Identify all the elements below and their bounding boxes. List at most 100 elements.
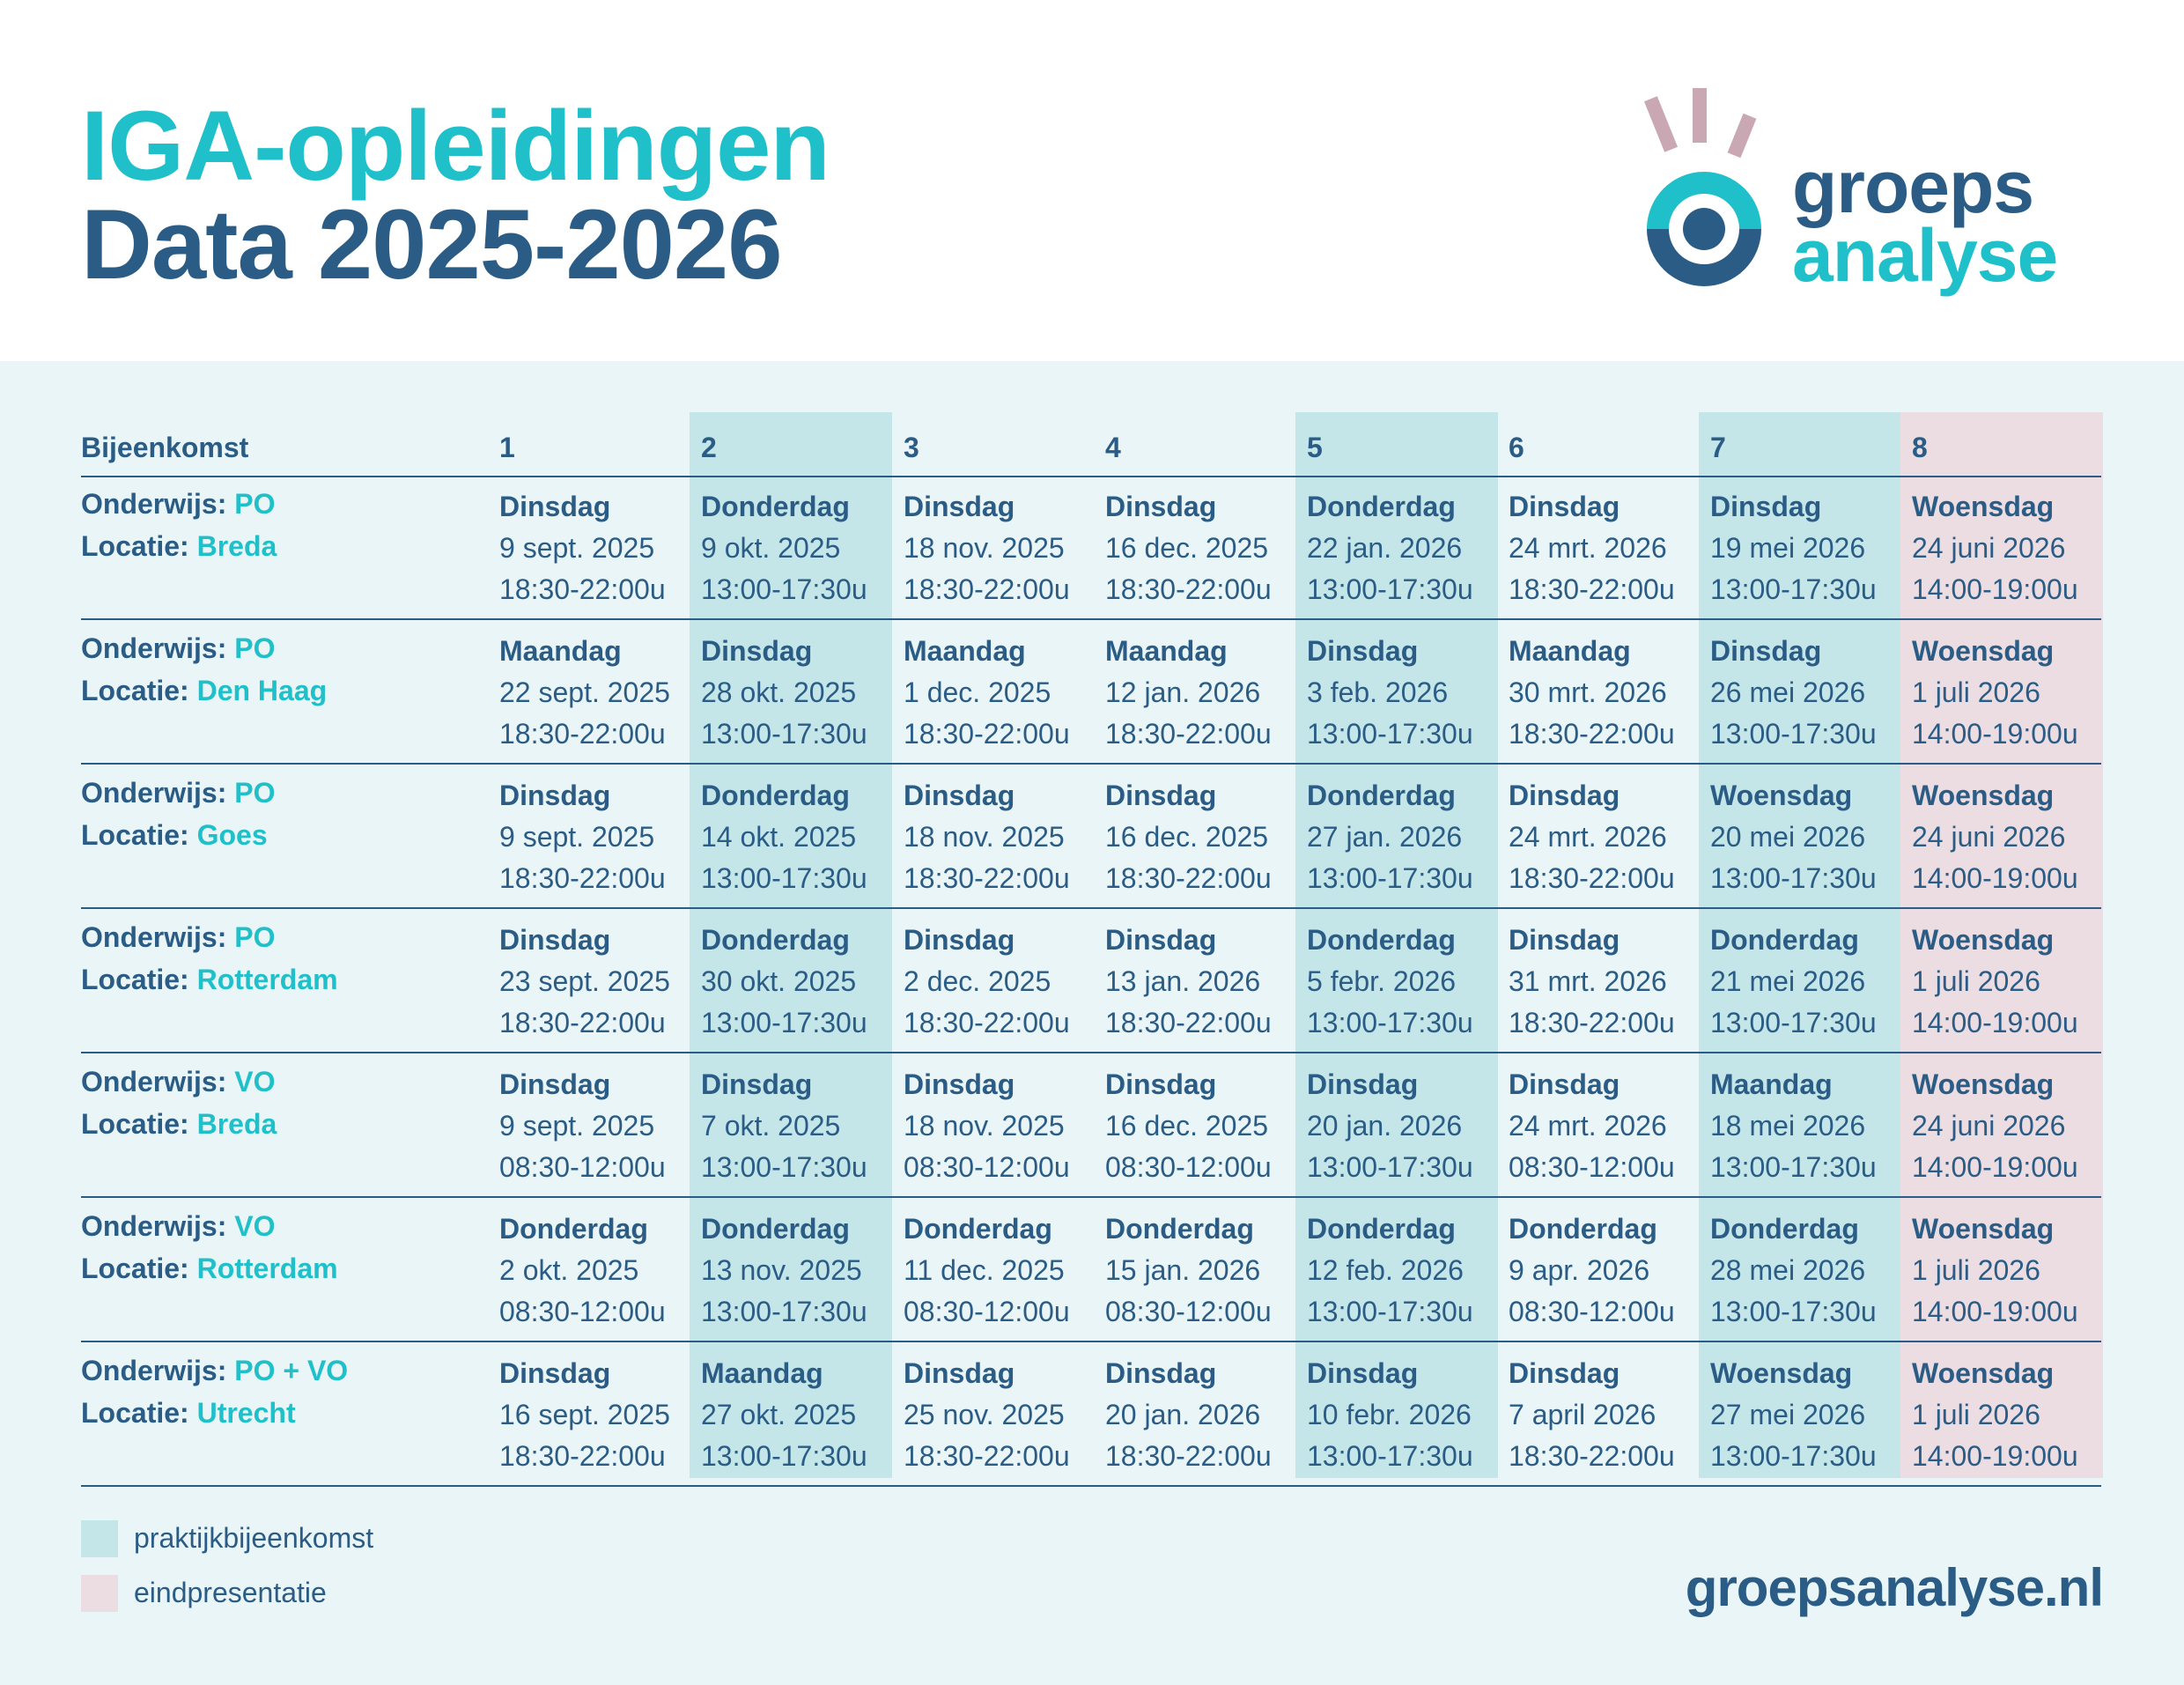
header-col-7: 7: [1710, 432, 1726, 463]
session-time: 08:30-12:00u: [499, 1151, 666, 1183]
session-cell: Dinsdag 7 okt. 2025 13:00-17:30u: [701, 1064, 900, 1188]
session-day: Donderdag: [1710, 1213, 1859, 1245]
session-date: 13 jan. 2026: [1105, 965, 1261, 997]
session-time: 13:00-17:30u: [701, 862, 867, 894]
session-day: Dinsdag: [499, 491, 611, 522]
session-day: Woensdag: [1912, 1068, 2055, 1100]
session-time: 18:30-22:00u: [904, 862, 1070, 894]
session-time: 13:00-17:30u: [701, 1151, 867, 1183]
session-time: 18:30-22:00u: [499, 1007, 666, 1038]
session-time: 13:00-17:30u: [1710, 862, 1877, 894]
session-day: Maandag: [701, 1357, 823, 1389]
session-time: 13:00-17:30u: [1710, 573, 1877, 605]
session-date: 12 jan. 2026: [1105, 676, 1261, 708]
session-cell: Dinsdag 7 april 2026 18:30-22:00u: [1509, 1353, 1708, 1477]
session-time: 13:00-17:30u: [1710, 1440, 1877, 1472]
session-date: 12 feb. 2026: [1307, 1254, 1464, 1286]
session-time: 14:00-19:00u: [1912, 1151, 2078, 1183]
header-col-2: 2: [701, 432, 717, 463]
session-time: 13:00-17:30u: [701, 573, 867, 605]
session-time: 13:00-17:30u: [1710, 1007, 1877, 1038]
row-label-locatie: Locatie: Rotterdam: [81, 1253, 338, 1285]
row-label-onderwijs: Onderwijs: VO: [81, 1066, 275, 1098]
locatie-value: Goes: [196, 819, 268, 851]
session-day: Donderdag: [1307, 491, 1456, 522]
session-time: 14:00-19:00u: [1912, 573, 2078, 605]
session-date: 24 juni 2026: [1912, 821, 2066, 853]
groepsanalyse-logo: groeps analyse: [1638, 88, 2131, 299]
session-time: 14:00-19:00u: [1912, 1007, 2078, 1038]
session-date: 31 mrt. 2026: [1509, 965, 1667, 997]
session-day: Dinsdag: [499, 780, 611, 811]
session-cell: Dinsdag 18 nov. 2025 18:30-22:00u: [904, 486, 1103, 610]
session-time: 18:30-22:00u: [904, 573, 1070, 605]
session-time: 08:30-12:00u: [904, 1296, 1070, 1327]
legend-label-eind: eindpresentatie: [134, 1577, 327, 1608]
label-prefix-onderwijs: Onderwijs:: [81, 632, 227, 664]
session-date: 27 jan. 2026: [1307, 821, 1463, 853]
page-title: IGA-opleidingen: [81, 91, 830, 201]
session-cell: Donderdag 21 mei 2026 13:00-17:30u: [1710, 920, 1909, 1044]
session-time: 13:00-17:30u: [1307, 573, 1473, 605]
table-row: Onderwijs: PO Locatie: Den Haag Maandag 22 …: [81, 620, 2101, 765]
session-cell: Dinsdag 23 sept. 2025 18:30-22:00u: [499, 920, 698, 1044]
session-cell: Woensdag 24 juni 2026 14:00-19:00u: [1912, 486, 2111, 610]
session-date: 10 febr. 2026: [1307, 1399, 1472, 1430]
session-date: 9 sept. 2025: [499, 532, 655, 564]
row-label-locatie: Locatie: Den Haag: [81, 675, 327, 707]
session-time: 14:00-19:00u: [1912, 862, 2078, 894]
session-cell: Donderdag 14 okt. 2025 13:00-17:30u: [701, 775, 900, 899]
session-day: Dinsdag: [1509, 780, 1620, 811]
label-prefix-onderwijs: Onderwijs:: [81, 921, 227, 953]
session-cell: Donderdag 2 okt. 2025 08:30-12:00u: [499, 1208, 698, 1333]
session-time: 08:30-12:00u: [499, 1296, 666, 1327]
session-day: Woensdag: [1912, 780, 2055, 811]
session-day: Dinsdag: [904, 1357, 1015, 1389]
header-bijeenkomst: Bijeenkomst: [81, 432, 249, 463]
session-cell: Dinsdag 20 jan. 2026 13:00-17:30u: [1307, 1064, 1506, 1188]
session-cell: Dinsdag 20 jan. 2026 18:30-22:00u: [1105, 1353, 1304, 1477]
session-cell: Woensdag 24 juni 2026 14:00-19:00u: [1912, 775, 2111, 899]
session-cell: Maandag 18 mei 2026 13:00-17:30u: [1710, 1064, 1909, 1188]
session-time: 18:30-22:00u: [1509, 862, 1675, 894]
session-day: Woensdag: [1710, 1357, 1853, 1389]
onderwijs-value: PO: [234, 921, 276, 953]
session-cell: Dinsdag 28 okt. 2025 13:00-17:30u: [701, 631, 900, 755]
session-day: Dinsdag: [1509, 924, 1620, 956]
session-date: 27 mei 2026: [1710, 1399, 1866, 1430]
session-date: 26 mei 2026: [1710, 676, 1866, 708]
column-highlight-praktijk: [690, 412, 892, 1478]
table-row: Onderwijs: PO Locatie: Breda Dinsdag 9 sept…: [81, 476, 2101, 620]
session-time: 08:30-12:00u: [904, 1151, 1070, 1183]
session-time: 18:30-22:00u: [904, 718, 1070, 750]
session-cell: Donderdag 28 mei 2026 13:00-17:30u: [1710, 1208, 1909, 1333]
session-time: 14:00-19:00u: [1912, 718, 2078, 750]
session-cell: Maandag 12 jan. 2026 18:30-22:00u: [1105, 631, 1304, 755]
session-date: 27 okt. 2025: [701, 1399, 857, 1430]
onderwijs-value: PO: [234, 777, 276, 809]
session-date: 22 sept. 2025: [499, 676, 670, 708]
session-cell: Dinsdag 25 nov. 2025 18:30-22:00u: [904, 1353, 1103, 1477]
session-day: Donderdag: [1307, 924, 1456, 956]
session-day: Donderdag: [1307, 1213, 1456, 1245]
session-time: 18:30-22:00u: [499, 1440, 666, 1472]
session-date: 2 okt. 2025: [499, 1254, 639, 1286]
session-date: 9 apr. 2026: [1509, 1254, 1650, 1286]
footer-website-link[interactable]: groepsanalyse.nl: [1685, 1558, 2104, 1617]
session-day: Donderdag: [701, 1213, 850, 1245]
locatie-value: Breda: [196, 1108, 277, 1140]
session-time: 18:30-22:00u: [1105, 1440, 1272, 1472]
session-day: Dinsdag: [1509, 1357, 1620, 1389]
session-date: 14 okt. 2025: [701, 821, 857, 853]
session-time: 18:30-22:00u: [499, 573, 666, 605]
session-date: 1 dec. 2025: [904, 676, 1051, 708]
session-cell: Donderdag 5 febr. 2026 13:00-17:30u: [1307, 920, 1506, 1044]
row-label-onderwijs: Onderwijs: PO: [81, 777, 275, 809]
legend-label-praktijk: praktijkbijeenkomst: [134, 1522, 374, 1554]
session-date: 1 juli 2026: [1912, 965, 2040, 997]
row-label-onderwijs: Onderwijs: VO: [81, 1210, 275, 1243]
session-day: Woensdag: [1912, 1357, 2055, 1389]
session-day: Woensdag: [1912, 635, 2055, 667]
session-time: 18:30-22:00u: [499, 862, 666, 894]
session-day: Donderdag: [1710, 924, 1859, 956]
